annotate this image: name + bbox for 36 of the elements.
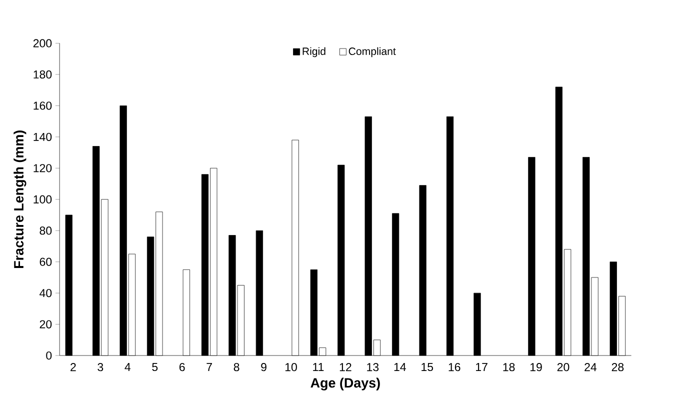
- y-tick-label: 200: [33, 38, 52, 48]
- x-tick-label: 3: [98, 362, 104, 371]
- y-tick-label: 180: [34, 70, 52, 78]
- x-tick-label: 12: [340, 362, 352, 371]
- y-tick-label: 40: [40, 288, 52, 297]
- legend-label: Rigid: [302, 47, 326, 57]
- x-tick-label: 16: [448, 362, 460, 371]
- y-tick-label: 120: [34, 164, 52, 172]
- x-tick-label: 6: [179, 362, 185, 371]
- x-tick-label: 24: [584, 362, 597, 371]
- x-tick-label: 9: [261, 362, 266, 371]
- x-tick-label: 2: [70, 362, 76, 371]
- legend-label: Compliant: [348, 47, 396, 57]
- x-tick-label: 28: [612, 362, 624, 371]
- x-tick-label: 13: [367, 362, 379, 371]
- y-axis-title: Fracture Length (mm): [14, 130, 26, 268]
- x-tick-label: 8: [234, 362, 240, 371]
- y-tick-label: 100: [34, 195, 52, 204]
- y-tick-label: 60: [40, 258, 52, 266]
- x-axis-title: Age (Days): [310, 378, 380, 390]
- x-tick-label: 14: [394, 362, 406, 371]
- x-tick-label: 20: [557, 362, 570, 371]
- y-tick-label: 140: [34, 132, 52, 141]
- x-tick-label: 5: [152, 362, 158, 371]
- y-tick-label: 160: [34, 101, 52, 110]
- x-tick-label: 11: [313, 362, 324, 371]
- x-tick-label: 4: [124, 362, 131, 371]
- x-tick-label: 17: [476, 362, 488, 371]
- y-tick-label: 80: [40, 226, 52, 234]
- x-tick-label: 18: [503, 362, 515, 371]
- y-tick-label: 0: [46, 351, 52, 360]
- x-tick-label: 19: [530, 362, 542, 371]
- y-tick-label: 20: [40, 320, 52, 328]
- x-tick-label: 15: [422, 362, 434, 371]
- x-tick-label: 7: [206, 362, 212, 371]
- x-tick-label: 10: [285, 362, 297, 371]
